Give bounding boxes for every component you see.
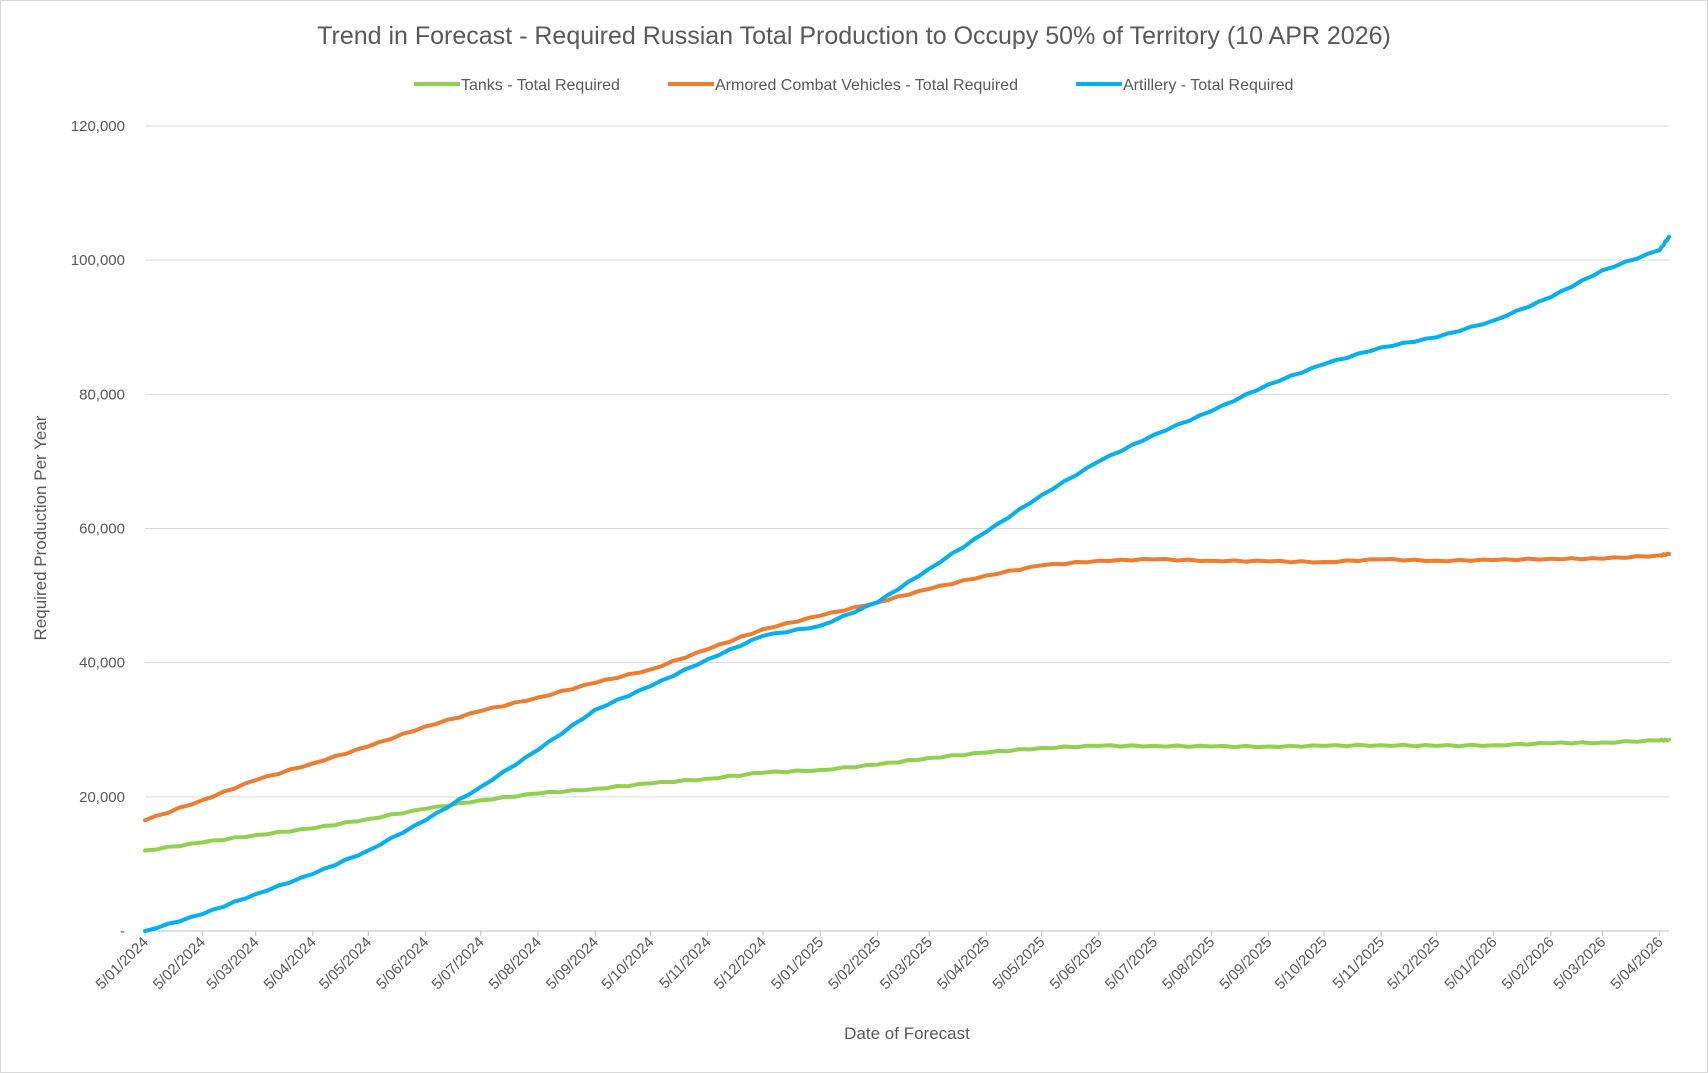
- series-line-0: [143, 737, 1671, 853]
- x-tick-label: 5/03/2026: [1550, 934, 1609, 993]
- y-axis-ticks: - 20,000 40,000 60,000 80,000 100,000 120,000: [71, 118, 125, 940]
- y-axis-title: Required Production Per Year: [31, 415, 50, 640]
- y-tick-label: 20,000: [79, 789, 125, 806]
- y-tick-label: 100,000: [71, 252, 125, 269]
- x-tick-label: 5/11/2024: [656, 934, 714, 992]
- x-tick-label: 5/06/2024: [373, 934, 432, 993]
- x-tick-label: 5/10/2025: [1272, 934, 1331, 993]
- x-tick-label: 5/06/2025: [1047, 934, 1106, 993]
- x-tick-label: 5/12/2025: [1384, 934, 1443, 993]
- x-tick-label: 5/03/2024: [203, 934, 262, 993]
- x-tick-label: 5/09/2025: [1216, 934, 1275, 993]
- x-tick-label: 5/07/2024: [428, 934, 487, 993]
- x-tick-label: 5/10/2024: [598, 934, 657, 993]
- x-tick-label: 5/08/2025: [1159, 934, 1218, 993]
- legend-item-acv: Armored Combat Vehicles - Total Required: [668, 77, 1018, 94]
- x-tick-label: 5/01/2025: [768, 934, 827, 993]
- legend-item-tanks: Tanks - Total Required: [414, 77, 620, 94]
- y-tick-label: 40,000: [79, 655, 125, 672]
- series-lines: [143, 234, 1671, 933]
- x-tick-label: 5/08/2024: [486, 934, 545, 993]
- chart-title: Trend in Forecast - Required Russian Tot…: [317, 22, 1391, 50]
- x-tick-label: 5/02/2025: [825, 934, 884, 993]
- x-tick-label: 5/04/2025: [934, 934, 993, 993]
- y-tick-label: 120,000: [71, 118, 125, 135]
- legend-label-artillery: Artillery - Total Required: [1123, 77, 1293, 94]
- x-tick-label: 5/02/2024: [150, 934, 209, 993]
- x-tick-label: 5/04/2024: [261, 934, 320, 993]
- x-tick-label: 5/03/2025: [877, 934, 936, 993]
- x-tick-label: 5/07/2025: [1102, 934, 1161, 993]
- x-tick-label: 5/11/2025: [1330, 934, 1388, 992]
- gridlines: [145, 125, 1669, 798]
- x-tick-label: 5/09/2024: [543, 934, 602, 993]
- y-tick-label: 80,000: [79, 386, 125, 403]
- y-tick-label: -: [120, 923, 125, 940]
- x-axis-ticks: 5/01/20245/02/20245/03/20245/04/20245/05…: [93, 931, 1667, 993]
- x-tick-label: 5/04/2026: [1607, 934, 1666, 993]
- x-tick-label: 5/01/2026: [1441, 934, 1500, 993]
- series-line-1: [143, 551, 1671, 823]
- legend: Tanks - Total Required Armored Combat Ve…: [414, 77, 1293, 94]
- legend-label-acv: Armored Combat Vehicles - Total Required: [715, 77, 1018, 94]
- legend-item-artillery: Artillery - Total Required: [1076, 77, 1293, 94]
- series-line-2: [143, 234, 1671, 933]
- x-tick-label: 5/02/2026: [1499, 934, 1558, 993]
- x-tick-label: 5/05/2024: [316, 934, 375, 993]
- x-tick-label: 5/05/2025: [989, 934, 1048, 993]
- legend-label-tanks: Tanks - Total Required: [461, 77, 620, 94]
- y-tick-label: 60,000: [79, 521, 125, 538]
- x-axis-title: Date of Forecast: [844, 1024, 970, 1043]
- x-tick-label: 5/12/2024: [711, 934, 770, 993]
- x-tick-label: 5/01/2024: [93, 934, 152, 993]
